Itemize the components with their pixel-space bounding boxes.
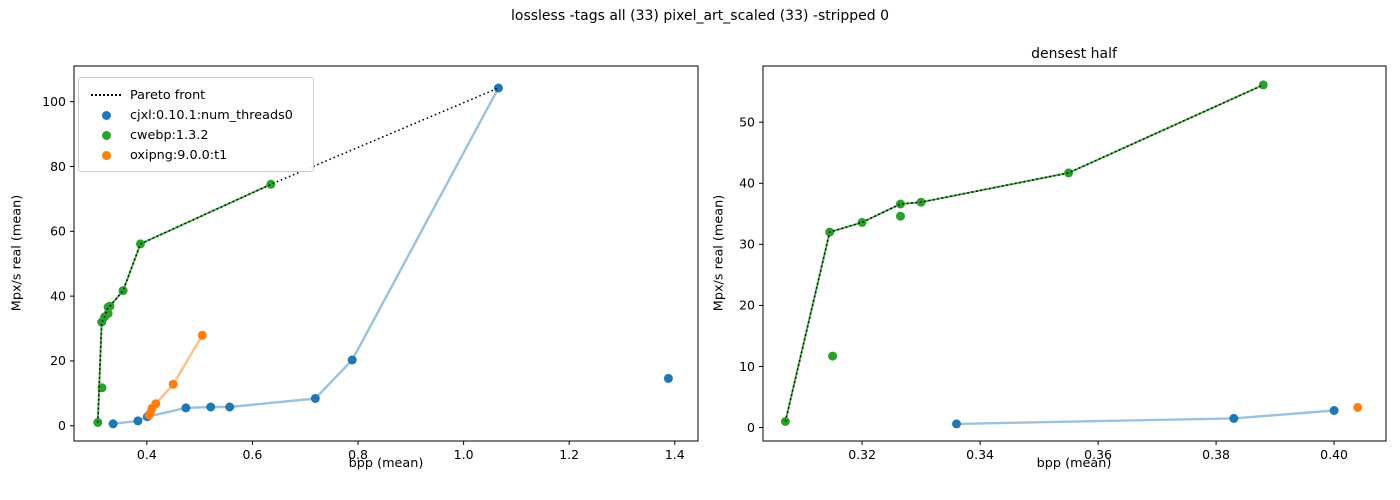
right-plot-title: densest half [1031, 46, 1117, 62]
data-point [493, 83, 503, 93]
pareto-front-line [784, 84, 1264, 422]
series-line [784, 83, 1265, 423]
right-plot-area: 0.32 0.34 0.36 0.38 0.40 0 10 20 30 40 50 [739, 65, 1387, 462]
y-tick-label: 20 [50, 353, 66, 368]
x-tick-label: 1.2 [559, 447, 579, 462]
y-tick-label: 100 [42, 94, 66, 109]
x-tick-label: 0.38 [1202, 447, 1230, 462]
data-point [1064, 168, 1074, 178]
data-point [197, 330, 207, 340]
x-tick-label: 0.32 [848, 447, 876, 462]
legend-label: cjxl:0.10.1:num_threads0 [130, 107, 293, 123]
data-point [857, 217, 867, 227]
y-tick-label: 80 [50, 159, 66, 174]
series-line [955, 409, 1336, 426]
x-tick-label: 0.6 [242, 447, 262, 462]
data-point [896, 211, 905, 221]
legend-item-cwebp: cwebp:1.3.2 [89, 125, 303, 145]
left-plot-area: 0.4 0.6 0.8 1.0 1.2 1.4 0 20 40 60 80 100 [42, 65, 699, 462]
y-tick-label: 60 [50, 224, 66, 239]
data-point [168, 379, 178, 389]
series-line [96, 183, 272, 424]
legend-item-cjxl: cjxl:0.10.1:num_threads0 [89, 105, 303, 125]
data-point [103, 309, 113, 319]
orange-dot-icon [89, 150, 123, 160]
data-point [828, 351, 838, 361]
y-tick-label: 40 [739, 176, 755, 191]
data-point [1329, 406, 1339, 415]
y-tick-label: 50 [739, 114, 755, 129]
y-tick-label: 10 [739, 359, 755, 374]
data-point [952, 419, 961, 429]
data-point [1229, 413, 1239, 423]
axes-frame [762, 65, 1387, 442]
y-tick-label: 40 [50, 288, 66, 303]
data-point [151, 399, 161, 409]
x-tick-label: 0.40 [1320, 447, 1348, 462]
x-tick-label: 1.4 [665, 447, 685, 462]
axes-frame [73, 65, 699, 442]
legend-item-pareto-front: Pareto front [89, 85, 303, 105]
legend-label: cwebp:1.3.2 [130, 127, 209, 143]
x-tick-label: 0.8 [348, 447, 368, 462]
x-tick-label: 0.34 [966, 447, 994, 462]
y-tick-label: 20 [739, 298, 755, 313]
x-tick-label: 0.36 [1084, 447, 1112, 462]
left-xaxis-label: bpp (mean) [348, 456, 424, 471]
legend: Pareto front cjxl:0.10.1:num_threads0 cw… [78, 77, 314, 172]
data-point [133, 416, 143, 426]
data-point [896, 199, 905, 209]
right-xaxis-label: bpp (mean) [1036, 456, 1112, 471]
pareto-front-line [97, 87, 499, 423]
data-point [97, 383, 107, 393]
data-point [663, 373, 673, 383]
x-tick-label: 0.4 [137, 447, 157, 462]
green-dot-icon [89, 130, 123, 140]
x-tick-label: 1.0 [454, 447, 474, 462]
right-yaxis-label: Mpx/s real (mean) [711, 194, 727, 312]
data-point [118, 286, 128, 296]
legend-label: Pareto front [130, 87, 206, 103]
data-point [266, 179, 276, 189]
data-point [1353, 402, 1363, 412]
y-tick-label: 0 [58, 418, 66, 433]
y-tick-label: 0 [747, 420, 755, 435]
data-point [136, 239, 145, 249]
y-tick-label: 30 [739, 237, 755, 252]
data-point [225, 402, 235, 412]
legend-item-oxipng: oxipng:9.0.0:t1 [89, 145, 303, 165]
blue-dot-icon [89, 110, 123, 120]
left-yaxis-label: Mpx/s real (mean) [9, 194, 25, 312]
figure-title: lossless -tags all (33) pixel_art_scaled… [511, 8, 889, 24]
data-point [181, 403, 191, 413]
dotted-line-icon [89, 94, 123, 96]
data-point [206, 402, 216, 412]
data-point [347, 355, 357, 365]
data-point [108, 419, 118, 429]
data-point [310, 394, 320, 403]
legend-label: oxipng:9.0.0:t1 [130, 147, 228, 163]
